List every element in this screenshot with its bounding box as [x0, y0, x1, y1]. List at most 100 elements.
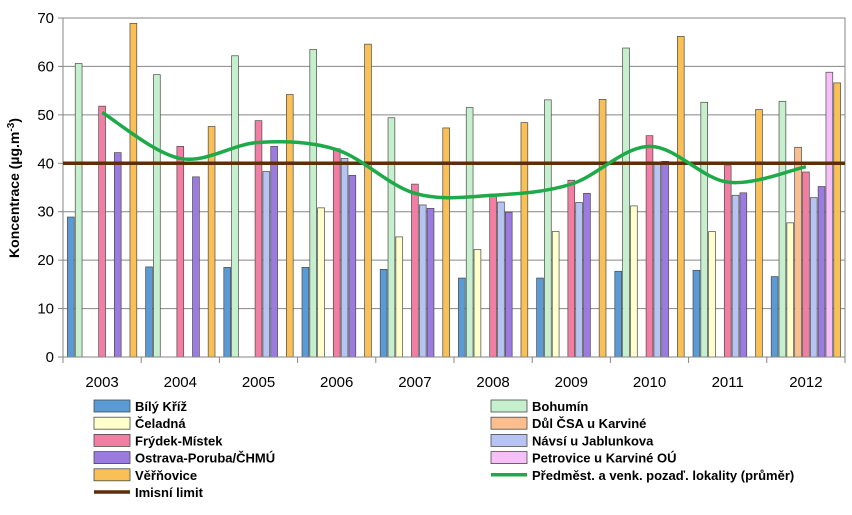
legend-label: Předměst. a venk. pozaď. lokality (průmě…: [532, 468, 794, 483]
bar: [583, 192, 591, 358]
bar: [802, 171, 810, 358]
bar: [418, 204, 427, 358]
x-tick-label: 2003: [85, 374, 118, 391]
bar: [153, 74, 161, 358]
bar: [661, 160, 669, 358]
bar: [622, 47, 630, 358]
legend-label: Petrovice u Karviné OÚ: [532, 451, 677, 466]
bar: [387, 117, 396, 358]
bar: [395, 236, 404, 358]
bar: [231, 55, 239, 358]
bar: [825, 71, 834, 358]
legend-label: Imisní limit: [135, 485, 204, 500]
average-line: [101, 110, 807, 200]
bar: [301, 267, 310, 358]
y-tick-label: 60: [37, 58, 54, 75]
legend-swatch: [490, 416, 528, 430]
legend-label: Návsí u Jablunkova: [532, 433, 654, 448]
bar: [755, 109, 763, 358]
bar: [411, 183, 419, 358]
y-tick-label: 10: [37, 301, 54, 318]
bar: [700, 101, 709, 358]
bar: [723, 165, 732, 358]
legend-label: Bílý Kříž: [135, 399, 188, 414]
legend-swatch: [490, 399, 528, 413]
lines: [63, 110, 845, 200]
bar: [536, 277, 544, 358]
bar: [786, 222, 795, 358]
bar: [309, 49, 317, 358]
bar: [544, 99, 552, 358]
bar: [129, 22, 138, 358]
bar: [176, 145, 185, 358]
bar: [286, 94, 294, 358]
y-tick-label: 70: [37, 10, 54, 27]
bar: [379, 268, 388, 358]
bar: [598, 99, 607, 358]
bar: [504, 211, 513, 358]
x-tick-label: 2012: [789, 374, 822, 391]
bar: [364, 43, 372, 358]
legend-label: Čeladná: [135, 416, 186, 431]
bar: [340, 158, 349, 358]
bar: [473, 249, 482, 358]
bar: [74, 63, 83, 358]
bar: [794, 146, 802, 358]
legend-swatch: [93, 468, 131, 482]
bar: [317, 207, 325, 358]
bar: [145, 266, 153, 358]
bar: [223, 267, 231, 358]
bar: [520, 122, 529, 358]
bar: [113, 152, 122, 358]
legend-swatch: [93, 451, 131, 465]
legend-label: Důl ČSA u Karviné: [532, 416, 646, 431]
bar: [809, 197, 818, 358]
bar: [254, 120, 263, 358]
bar: [731, 194, 740, 358]
bar: [653, 163, 662, 358]
bar: [614, 270, 622, 358]
legend-label: Bohumín: [532, 399, 588, 414]
legend-swatch: [93, 433, 131, 447]
bar: [708, 231, 716, 358]
bar: [817, 186, 826, 358]
y-axis-title: Koncentrace (µg.m-3): [6, 118, 22, 258]
bar: [67, 216, 75, 358]
bar: [465, 107, 474, 358]
x-tick-label: 2004: [164, 374, 197, 391]
bar: [489, 194, 497, 358]
y-tick-label: 50: [37, 107, 54, 124]
bar: [458, 277, 466, 358]
bar: [551, 231, 560, 358]
bar: [348, 175, 357, 358]
x-tick-label: 2008: [476, 374, 509, 391]
bar: [497, 201, 505, 358]
legend-label: Frýdek-Místek: [135, 433, 223, 448]
bar: [770, 276, 779, 358]
y-tick-label: 40: [37, 155, 54, 172]
x-tick-label: 2011: [712, 374, 744, 391]
bar: [270, 145, 278, 358]
bar: [833, 82, 841, 358]
x-tick-label: 2006: [320, 374, 353, 391]
legend-swatch: [490, 433, 528, 447]
axes: 0 10 20 30 40 50 60 70 2003 2004 2005 2006 2007 2008 2…: [37, 10, 846, 391]
bar: [262, 171, 271, 358]
bar: [739, 192, 748, 358]
y-tick-label: 20: [37, 252, 54, 269]
y-tick-label: 30: [37, 204, 54, 221]
x-tick-label: 2009: [555, 374, 588, 391]
bar: [575, 202, 583, 358]
bar: [567, 179, 576, 358]
y-tick-label: 0: [46, 349, 54, 366]
bar: [98, 105, 106, 358]
legend: Bílý Kříž Bohumín Čeladná Důl ČSA u Karviné…: [93, 399, 794, 500]
x-tick-label: 2007: [398, 374, 431, 391]
bar: [645, 135, 654, 358]
legend-swatch: [93, 399, 131, 413]
bar: [677, 36, 685, 358]
x-tick-label: 2005: [242, 374, 275, 391]
bar: [692, 269, 701, 358]
bar: [630, 205, 638, 358]
